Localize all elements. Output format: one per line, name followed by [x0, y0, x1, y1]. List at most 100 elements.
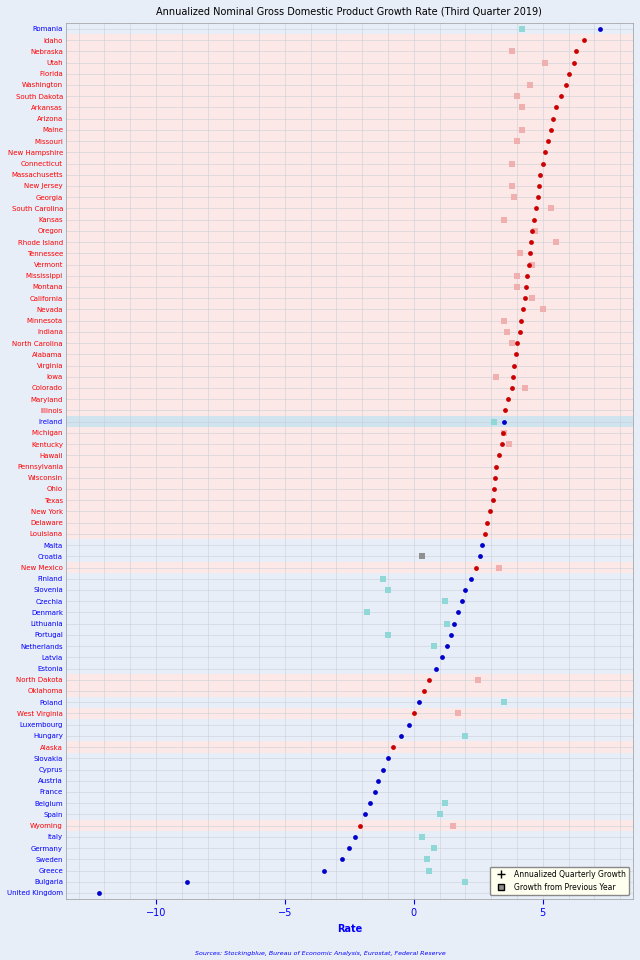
Bar	[66, 360, 633, 372]
Bar	[66, 102, 633, 113]
Bar	[66, 472, 633, 484]
Point	[525, 246, 535, 261]
Bar	[66, 573, 633, 585]
Point	[556, 88, 566, 104]
Bar	[66, 303, 633, 315]
Point	[319, 863, 329, 878]
Bar	[66, 494, 633, 506]
Point	[512, 133, 522, 149]
Point	[516, 313, 526, 328]
Bar	[66, 416, 633, 427]
Bar	[66, 270, 633, 281]
Point	[568, 55, 579, 70]
Point	[437, 650, 447, 665]
Point	[378, 571, 388, 587]
Bar	[66, 68, 633, 80]
Point	[595, 21, 605, 36]
Point	[488, 492, 498, 508]
Bar	[66, 865, 633, 876]
Bar	[66, 697, 633, 708]
Point	[452, 605, 463, 620]
Point	[507, 335, 517, 350]
Point	[372, 773, 383, 788]
Point	[530, 224, 540, 239]
Point	[490, 470, 500, 486]
Bar	[66, 135, 633, 147]
Bar	[66, 394, 633, 405]
Point	[500, 403, 511, 419]
Point	[182, 874, 192, 889]
Point	[515, 246, 525, 261]
Point	[540, 145, 550, 160]
Point	[404, 717, 414, 732]
Bar	[66, 372, 633, 382]
Point	[494, 560, 504, 575]
Point	[499, 414, 509, 429]
Point	[502, 324, 512, 340]
Bar	[66, 23, 633, 35]
Point	[378, 762, 388, 778]
Bar	[66, 764, 633, 775]
Point	[512, 268, 522, 283]
Point	[494, 447, 504, 463]
Point	[526, 234, 536, 250]
Point	[520, 380, 530, 396]
Point	[498, 425, 508, 441]
Title: Annualized Nominal Gross Domestic Product Growth Rate (Third Quarter 2019): Annualized Nominal Gross Domestic Produc…	[156, 7, 542, 17]
Point	[550, 100, 561, 115]
Bar	[66, 820, 633, 831]
Bar	[66, 461, 633, 472]
Bar	[66, 753, 633, 764]
Bar	[66, 180, 633, 192]
Point	[414, 694, 424, 709]
Point	[431, 660, 441, 676]
Point	[388, 739, 398, 755]
Point	[497, 437, 507, 452]
Point	[527, 291, 538, 306]
Point	[579, 33, 589, 48]
Point	[509, 358, 520, 373]
Bar	[66, 158, 633, 169]
Bar	[66, 203, 633, 214]
Point	[417, 548, 427, 564]
Point	[499, 313, 509, 328]
Point	[538, 156, 548, 171]
Point	[477, 538, 487, 553]
Point	[440, 796, 450, 811]
Bar	[66, 382, 633, 394]
Point	[447, 818, 458, 833]
Bar	[66, 90, 633, 102]
Bar	[66, 640, 633, 652]
Bar	[66, 293, 633, 303]
Bar	[66, 674, 633, 685]
Point	[344, 840, 355, 855]
Bar	[66, 57, 633, 68]
Point	[440, 593, 450, 609]
X-axis label: Rate: Rate	[337, 924, 362, 934]
Point	[503, 392, 513, 407]
Bar	[66, 843, 633, 853]
Point	[538, 301, 548, 317]
Point	[465, 571, 476, 587]
Bar	[66, 595, 633, 607]
Point	[479, 526, 490, 541]
Bar	[66, 113, 633, 124]
Point	[452, 706, 463, 721]
Bar	[66, 798, 633, 809]
Bar	[66, 192, 633, 203]
Point	[531, 201, 541, 216]
Point	[543, 133, 553, 149]
Bar	[66, 80, 633, 90]
Point	[473, 672, 483, 687]
Point	[507, 380, 517, 396]
Point	[492, 369, 502, 384]
Point	[422, 852, 432, 867]
Point	[349, 829, 360, 845]
Bar	[66, 226, 633, 236]
Point	[442, 616, 452, 632]
Bar	[66, 652, 633, 663]
Point	[383, 583, 393, 598]
Point	[512, 279, 522, 295]
Bar	[66, 663, 633, 674]
Point	[417, 829, 427, 845]
